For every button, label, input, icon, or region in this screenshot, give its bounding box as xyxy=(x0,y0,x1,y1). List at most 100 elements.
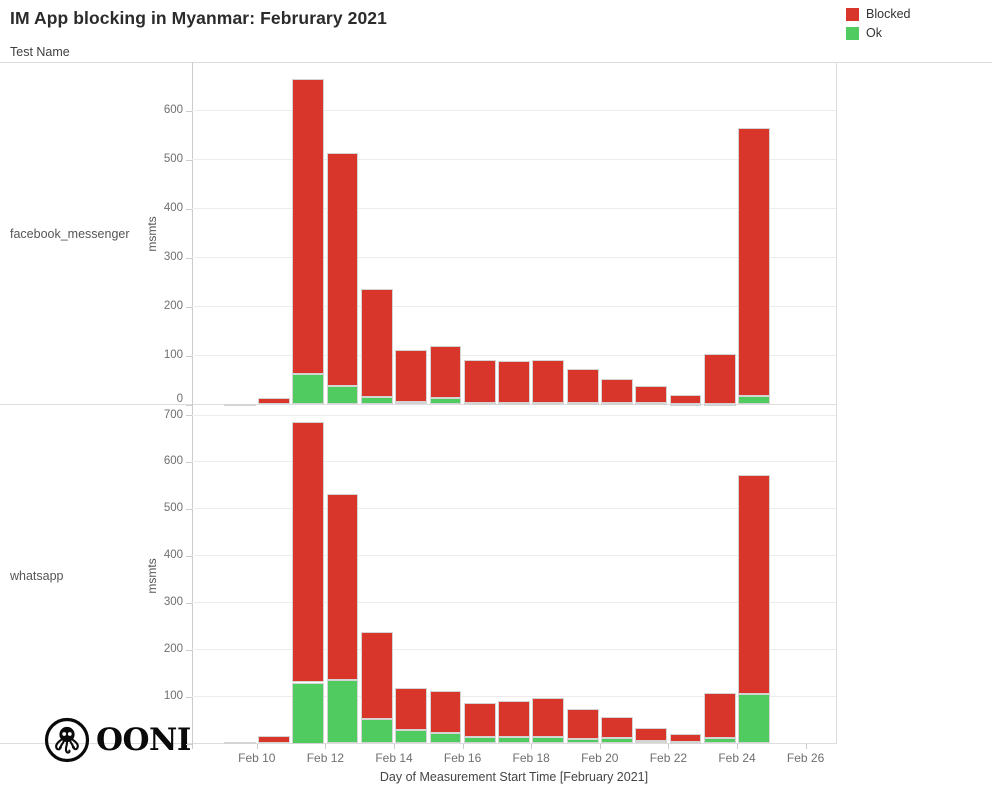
y-tick-label: 400 xyxy=(163,201,183,214)
y-tick-label: 100 xyxy=(163,689,183,702)
x-tick-label: Feb 20 xyxy=(581,751,619,765)
bar-blocked[interactable] xyxy=(738,475,771,695)
bar-ok[interactable] xyxy=(429,732,462,744)
y-tick-mark xyxy=(186,649,192,651)
bar-ok[interactable] xyxy=(360,396,393,405)
legend-label-ok: Ok xyxy=(866,26,882,40)
x-tick-label: Feb 24 xyxy=(718,751,756,765)
bar-blocked[interactable] xyxy=(703,692,736,738)
bar-ok[interactable] xyxy=(532,737,565,744)
x-tick-mark xyxy=(737,743,738,749)
bar-ok[interactable] xyxy=(395,401,428,405)
facet-column-header: Test Name xyxy=(10,45,70,59)
bar-blocked[interactable] xyxy=(429,690,462,733)
bar-ok[interactable] xyxy=(360,718,393,744)
bar-ok[interactable] xyxy=(395,730,428,744)
bar-ok[interactable] xyxy=(326,680,359,744)
legend-swatch-blocked xyxy=(846,7,859,21)
bar-ok[interactable] xyxy=(498,403,530,406)
x-axis-line xyxy=(0,743,836,744)
x-tick-label: Feb 16 xyxy=(443,751,482,765)
ooni-octopus-icon xyxy=(44,717,90,763)
bar-ok[interactable] xyxy=(669,404,702,406)
bar-blocked[interactable] xyxy=(498,700,530,737)
y-axis-title-top: msmts xyxy=(145,216,159,252)
bar-blocked[interactable] xyxy=(326,493,359,681)
bar-blocked[interactable] xyxy=(532,359,565,404)
x-tick-mark xyxy=(394,743,395,749)
bar-blocked[interactable] xyxy=(669,394,702,404)
bar-blocked[interactable] xyxy=(395,688,428,731)
bar-ok[interactable] xyxy=(738,694,771,744)
bar-blocked[interactable] xyxy=(703,353,736,404)
bar-blocked[interactable] xyxy=(738,128,771,396)
x-tick-mark xyxy=(256,743,258,749)
bar-blocked[interactable] xyxy=(463,359,496,403)
bar-ok[interactable] xyxy=(463,737,496,744)
bar-blocked[interactable] xyxy=(292,422,325,683)
bar-ok[interactable] xyxy=(463,402,496,405)
bar-ok[interactable] xyxy=(635,741,668,744)
bar-ok[interactable] xyxy=(498,736,530,744)
bar-ok[interactable] xyxy=(429,398,462,405)
bar-ok[interactable] xyxy=(601,403,633,406)
bar-ok[interactable] xyxy=(703,403,736,406)
bar-ok[interactable] xyxy=(669,742,702,745)
bar-ok[interactable] xyxy=(635,403,668,406)
y-tick-label: 600 xyxy=(163,454,183,467)
x-tick-label: Feb 12 xyxy=(306,751,345,765)
bar-blocked[interactable] xyxy=(395,349,428,402)
bar-blocked[interactable] xyxy=(566,369,599,404)
bar-ok[interactable] xyxy=(292,682,325,744)
bar-blocked[interactable] xyxy=(258,398,290,405)
bar-blocked[interactable] xyxy=(669,734,702,743)
y-tick-mark xyxy=(186,355,192,357)
x-tick-label: Feb 26 xyxy=(786,751,825,765)
x-tick-mark xyxy=(462,743,464,749)
bar-blocked[interactable] xyxy=(566,709,599,739)
bar-blocked[interactable] xyxy=(429,346,462,399)
bar-blocked[interactable] xyxy=(635,727,668,742)
ooni-logo[interactable]: OONI xyxy=(43,716,191,764)
bar-ok[interactable] xyxy=(532,403,565,406)
bar-blocked[interactable] xyxy=(360,288,393,397)
bar-blocked[interactable] xyxy=(601,379,633,404)
gridline xyxy=(192,555,836,557)
y-tick-mark xyxy=(186,159,192,161)
bar-blocked[interactable] xyxy=(532,697,565,738)
bar-blocked[interactable] xyxy=(223,403,256,406)
y-tick-mark xyxy=(186,555,192,557)
y-tick-mark xyxy=(186,110,192,112)
bar-blocked[interactable] xyxy=(635,386,668,404)
gridline xyxy=(192,257,836,259)
gridline xyxy=(192,159,836,161)
x-tick-label: Feb 10 xyxy=(238,751,276,765)
bar-blocked[interactable] xyxy=(601,716,633,738)
bar-ok[interactable] xyxy=(738,395,771,405)
bar-ok[interactable] xyxy=(326,385,359,405)
gridline xyxy=(192,696,836,698)
bar-ok[interactable] xyxy=(566,403,599,406)
bar-ok[interactable] xyxy=(703,737,736,744)
y-tick-mark xyxy=(186,461,192,463)
bar-blocked[interactable] xyxy=(258,736,290,744)
bar-ok[interactable] xyxy=(292,374,325,405)
y-axis-title-bottom: msmts xyxy=(145,558,159,594)
bar-blocked[interactable] xyxy=(463,702,496,738)
plot-right-border xyxy=(836,63,837,744)
ooni-wordmark: OONI xyxy=(96,722,191,758)
gridline xyxy=(192,208,836,210)
bar-blocked[interactable] xyxy=(326,153,359,386)
bar-blocked[interactable] xyxy=(223,742,256,745)
bar-blocked[interactable] xyxy=(360,632,393,719)
bar-ok[interactable] xyxy=(601,737,633,744)
gridline xyxy=(192,355,836,356)
gridline xyxy=(192,461,836,463)
gridline xyxy=(192,508,836,510)
bar-blocked[interactable] xyxy=(498,360,530,404)
y-tick-mark xyxy=(186,743,192,745)
gridline xyxy=(192,649,836,651)
bar-ok[interactable] xyxy=(566,738,599,744)
bar-blocked[interactable] xyxy=(292,79,325,375)
chart-title: IM App blocking in Myanmar: Februrary 20… xyxy=(10,8,387,28)
